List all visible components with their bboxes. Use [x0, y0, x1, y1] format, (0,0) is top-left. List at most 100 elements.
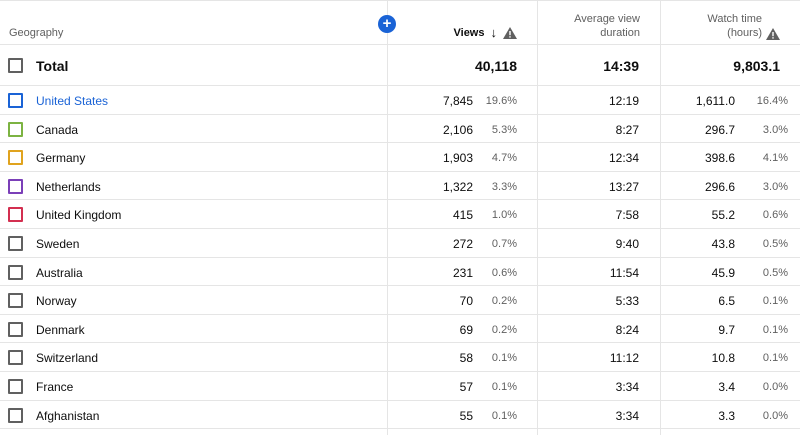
avd-header-line2: duration: [600, 27, 640, 39]
column-divider: [387, 0, 388, 435]
views-column-header[interactable]: Views ↓: [387, 1, 537, 45]
row-checkbox[interactable]: [8, 93, 23, 108]
country-name: France: [36, 380, 74, 394]
row-views-percent: 19.6%: [485, 95, 517, 107]
row-views: 1,322: [442, 179, 473, 194]
row-views-percent: 0.6%: [491, 266, 517, 279]
row-watch-time: 398.6: [704, 151, 735, 166]
row-watch-time: 296.7: [704, 122, 735, 137]
row-watch-time-percent: 3.0%: [762, 180, 788, 193]
row-views: 7,845: [442, 94, 473, 108]
row-watch-time-percent: 0.0%: [762, 409, 788, 422]
total-checkbox[interactable]: [8, 58, 23, 73]
watch-time-column-header[interactable]: Watch time (hours): [660, 1, 800, 45]
country-name: Sweden: [36, 237, 80, 251]
row-checkbox[interactable]: [8, 150, 23, 166]
table-row: Canada 2,106 5.3% 8:27 296.7 3.0%: [0, 115, 800, 144]
row-watch-time-percent: 0.5%: [762, 238, 788, 250]
warning-triangle-icon[interactable]: [766, 28, 780, 40]
table-row: Denmark 69 0.2% 8:24 9.7 0.1%: [0, 315, 800, 344]
row-watch-time-percent: 0.5%: [762, 266, 788, 279]
total-label: Total: [36, 58, 69, 74]
row-checkbox[interactable]: [8, 379, 23, 394]
arrow-down-icon[interactable]: ↓: [490, 25, 498, 40]
table-row: Australia 231 0.6% 11:54 45.9 0.5%: [0, 258, 800, 287]
country-name: Germany: [36, 151, 86, 166]
column-divider: [537, 0, 538, 435]
row-views: 69: [459, 322, 473, 337]
row-checkbox[interactable]: [8, 236, 23, 251]
country-name: Australia: [36, 265, 83, 280]
row-views-percent: 5.3%: [491, 123, 517, 136]
row-avg-view-duration: 3:34: [615, 408, 639, 423]
row-watch-time: 10.8: [711, 351, 735, 366]
row-checkbox[interactable]: [8, 121, 23, 137]
wt-header-line1: Watch time: [707, 13, 762, 25]
country-name: Norway: [36, 294, 77, 309]
row-watch-time: 1,611.0: [695, 94, 735, 108]
row-avg-view-duration: 13:27: [608, 179, 639, 194]
row-views: 2,106: [442, 122, 473, 137]
avd-header-line1: Average view: [574, 13, 640, 25]
row-views-percent: 0.2%: [491, 323, 517, 336]
country-name: Canada: [36, 122, 79, 137]
row-avg-view-duration: 11:54: [609, 265, 639, 280]
country-name: Denmark: [36, 322, 85, 337]
row-avg-view-duration: 12:34: [608, 151, 639, 166]
country-name: United Kingdom: [36, 208, 122, 223]
row-views-percent: 0.7%: [491, 238, 517, 250]
row-avg-view-duration: 5:33: [615, 294, 639, 309]
row-watch-time: 6.5: [718, 294, 735, 309]
table-row: United Kingdom 415 1.0% 7:58 55.2 0.6%: [0, 200, 800, 229]
row-checkbox[interactable]: [8, 207, 23, 223]
row-views-percent: 4.7%: [491, 152, 517, 165]
row-avg-view-duration: 8:24: [615, 322, 639, 337]
row-watch-time-percent: 3.0%: [762, 123, 788, 136]
row-avg-view-duration: 8:27: [615, 122, 639, 137]
country-name[interactable]: United States: [36, 94, 109, 108]
total-avg-view-duration: 14:39: [603, 58, 639, 74]
views-header-label: Views: [453, 26, 485, 39]
row-avg-view-duration: 3:34: [615, 380, 639, 394]
row-avg-view-duration: 7:58: [615, 208, 639, 223]
row-watch-time: 296.6: [704, 179, 735, 194]
column-divider: [660, 0, 661, 435]
row-checkbox[interactable]: [8, 350, 23, 366]
row-watch-time-percent: 16.4%: [756, 95, 788, 107]
row-views-percent: 0.1%: [491, 381, 517, 393]
row-views-percent: 0.1%: [491, 409, 517, 422]
row-checkbox[interactable]: [8, 264, 23, 280]
plus-circle-icon[interactable]: +: [378, 15, 396, 33]
row-watch-time: 55.2: [711, 208, 735, 223]
table-row: Germany 1,903 4.7% 12:34 398.6 4.1%: [0, 143, 800, 172]
country-name: Netherlands: [36, 179, 101, 194]
row-views: 231: [452, 265, 473, 280]
table-row: United States 7,845 19.6% 12:19 1,611.0 16.4%: [0, 86, 800, 115]
row-views: 272: [452, 237, 473, 251]
total-watch-time: 9,803.1: [733, 58, 780, 74]
table-row: Switzerland 58 0.1% 11:12 10.8 0.1%: [0, 343, 800, 372]
row-views: 70: [459, 294, 473, 309]
average-view-duration-column-header[interactable]: Average view duration: [537, 1, 660, 45]
row-checkbox[interactable]: [8, 321, 23, 337]
table-row: France 57 0.1% 3:34 3.4 0.0%: [0, 372, 800, 401]
row-watch-time-percent: 4.1%: [762, 152, 788, 165]
warning-triangle-icon[interactable]: [503, 26, 517, 39]
row-watch-time: 9.7: [718, 322, 735, 337]
row-checkbox[interactable]: [8, 407, 23, 423]
row-views: 1,903: [442, 151, 473, 166]
row-watch-time: 43.8: [711, 237, 735, 251]
row-watch-time-percent: 0.1%: [762, 352, 788, 365]
geography-column-header[interactable]: Geography: [9, 27, 64, 39]
total-row: Total 40,118 14:39 9,803.1: [0, 45, 800, 86]
row-views: 55: [459, 408, 473, 423]
table-row: Sweden 272 0.7% 9:40 43.8 0.5%: [0, 229, 800, 258]
row-watch-time-percent: 0.1%: [762, 323, 788, 336]
row-watch-time: 3.4: [718, 380, 735, 394]
row-checkbox[interactable]: [8, 178, 23, 194]
table-row: Afghanistan 55 0.1% 3:34 3.3 0.0%: [0, 401, 800, 430]
row-watch-time-percent: 0.0%: [762, 381, 788, 393]
row-avg-view-duration: 12:19: [608, 94, 639, 108]
row-checkbox[interactable]: [8, 293, 23, 309]
